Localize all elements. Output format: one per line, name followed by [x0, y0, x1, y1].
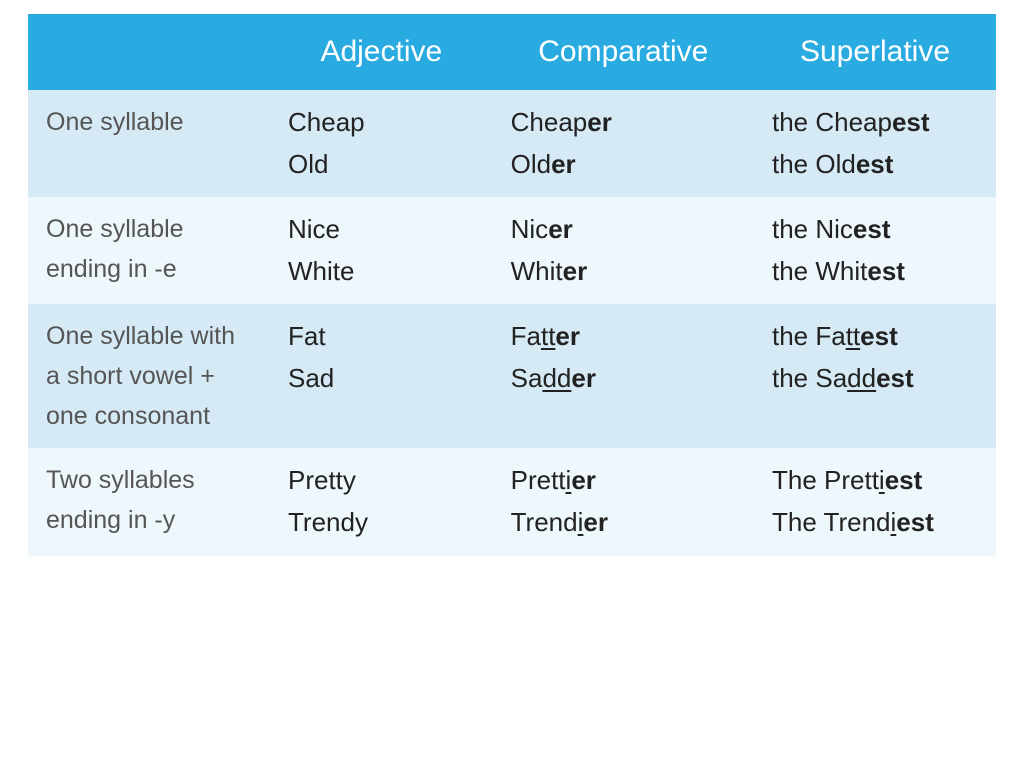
- word: Fat: [288, 316, 475, 358]
- table-cell: the Fattestthe Saddest: [754, 304, 996, 448]
- table-cell: PrettyTrendy: [270, 448, 493, 555]
- word: Sad: [288, 358, 475, 400]
- header-adjective: Adjective: [270, 14, 493, 90]
- word: the Cheapest: [772, 102, 978, 144]
- table-cell: the Cheapestthe Oldest: [754, 90, 996, 197]
- word: White: [288, 251, 475, 293]
- header-comparative: Comparative: [493, 14, 754, 90]
- word: Older: [511, 144, 736, 186]
- adjective-comparison-table: Adjective Comparative Superlative One sy…: [28, 14, 996, 556]
- table-cell: the Nicestthe Whitest: [754, 197, 996, 304]
- word: the Whitest: [772, 251, 978, 293]
- table-header-row: Adjective Comparative Superlative: [28, 14, 996, 90]
- word: Cheap: [288, 102, 475, 144]
- word: The Prettiest: [772, 460, 978, 502]
- table-row: One syllable ending in -eNiceWhiteNicerW…: [28, 197, 996, 304]
- table-cell: PrettierTrendier: [493, 448, 754, 555]
- header-blank: [28, 14, 270, 90]
- table-row: One syllableCheapOldCheaperOlderthe Chea…: [28, 90, 996, 197]
- word: the Saddest: [772, 358, 978, 400]
- word: Prettier: [511, 460, 736, 502]
- word: Pretty: [288, 460, 475, 502]
- table-cell: FatterSadder: [493, 304, 754, 448]
- word: Cheaper: [511, 102, 736, 144]
- table-cell: NicerWhiter: [493, 197, 754, 304]
- table-cell: The PrettiestThe Trendiest: [754, 448, 996, 555]
- word: the Nicest: [772, 209, 978, 251]
- word: Nice: [288, 209, 475, 251]
- word: Fatter: [511, 316, 736, 358]
- row-label: Two syllables ending in -y: [28, 448, 270, 555]
- row-label: One syllable: [28, 90, 270, 197]
- header-superlative: Superlative: [754, 14, 996, 90]
- word: Trendier: [511, 502, 736, 544]
- table-cell: NiceWhite: [270, 197, 493, 304]
- word: Old: [288, 144, 475, 186]
- table-cell: CheaperOlder: [493, 90, 754, 197]
- word: The Trendiest: [772, 502, 978, 544]
- table-row: One syllable with a short vowel + one co…: [28, 304, 996, 448]
- word: Trendy: [288, 502, 475, 544]
- table-cell: CheapOld: [270, 90, 493, 197]
- row-label: One syllable with a short vowel + one co…: [28, 304, 270, 448]
- word: the Oldest: [772, 144, 978, 186]
- table-body: One syllableCheapOldCheaperOlderthe Chea…: [28, 90, 996, 556]
- word: Nicer: [511, 209, 736, 251]
- word: Sadder: [511, 358, 736, 400]
- word: the Fattest: [772, 316, 978, 358]
- word: Whiter: [511, 251, 736, 293]
- table-cell: FatSad: [270, 304, 493, 448]
- row-label: One syllable ending in -e: [28, 197, 270, 304]
- table-row: Two syllables ending in -yPrettyTrendyPr…: [28, 448, 996, 555]
